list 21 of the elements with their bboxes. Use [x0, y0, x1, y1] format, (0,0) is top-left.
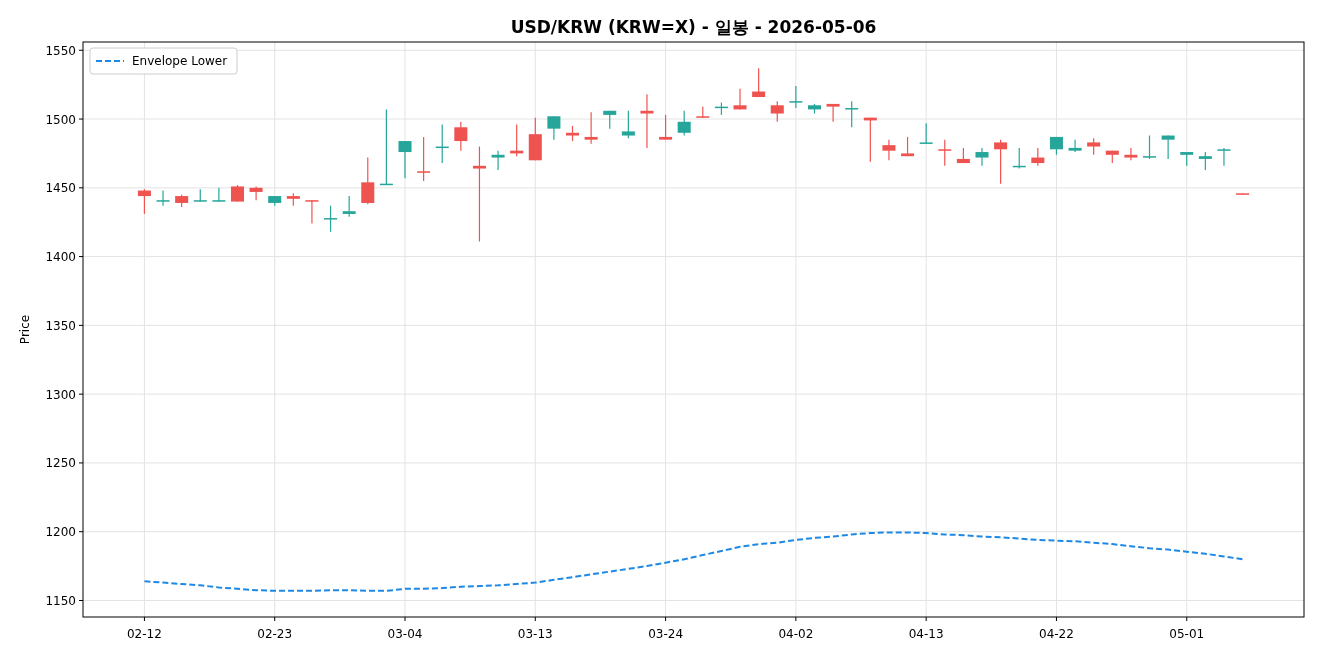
y-tick-label: 1150	[45, 593, 76, 608]
x-tick-label: 02-12	[126, 627, 162, 641]
y-tick-label: 1400	[45, 250, 76, 265]
legend-label: Envelope Lower	[132, 54, 228, 68]
y-tick-label: 1550	[45, 43, 76, 58]
y-tick-label: 1200	[45, 525, 76, 540]
x-tick-label: 05-01	[1169, 627, 1205, 641]
x-tick-label: 04-02	[778, 627, 814, 641]
x-tick-label: 04-22	[1039, 627, 1074, 641]
x-tick-label: 04-13	[908, 627, 944, 641]
y-tick-label: 1450	[45, 181, 76, 196]
y-tick-label: 1300	[45, 387, 76, 402]
y-tick-label: 1250	[45, 456, 76, 471]
y-axis-title: Price	[18, 314, 32, 345]
x-tick-label: 02-23	[257, 627, 293, 641]
x-tick-label: 03-04	[387, 627, 423, 641]
x-tick-label: 03-24	[648, 627, 684, 641]
chart-title: USD/KRW (KRW=X) - 일봉 - 2026-05-06	[510, 17, 877, 37]
y-tick-label: 1500	[45, 112, 76, 127]
y-tick-label: 1350	[45, 318, 76, 333]
x-tick-label: 03-13	[517, 627, 553, 641]
